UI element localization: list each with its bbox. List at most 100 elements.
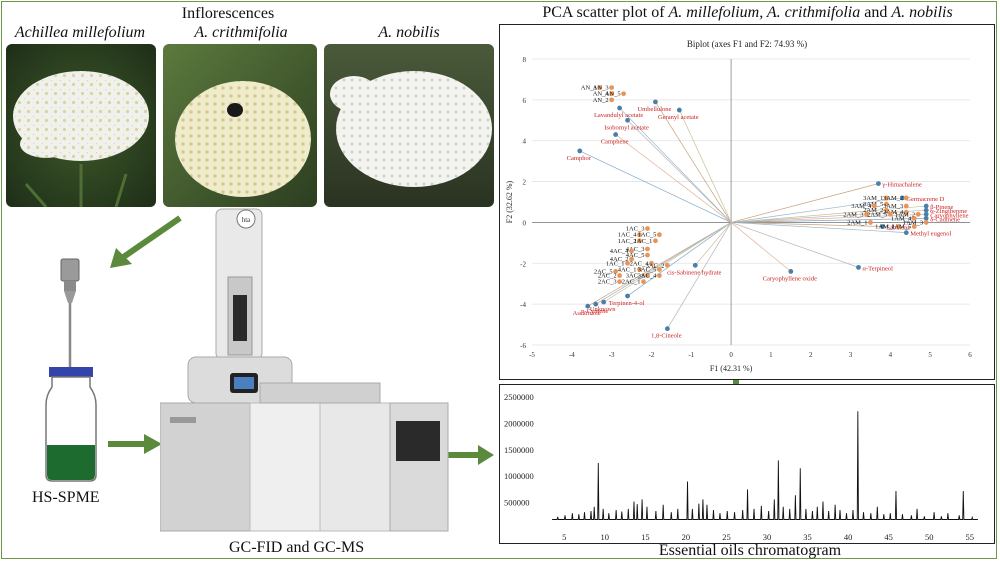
pca-ytick-label: -6 (520, 342, 526, 350)
instrument-badge: hta (242, 216, 251, 224)
pca-sample-label: 1AM_5 (891, 224, 911, 231)
pca-xtick-label: 2 (809, 351, 813, 359)
gc-instrument-illustration: hta (160, 208, 449, 532)
pca-sample-label: 4AC_3 (626, 246, 645, 253)
pca-loading-vector (615, 134, 732, 223)
pca-sample-label: 1AC_4 (618, 232, 638, 239)
chrom-xtick-label: 40 (844, 532, 853, 542)
pca-sample-label: 2AC_4 (630, 260, 650, 267)
photo-achillea-crithmifolia (163, 44, 317, 207)
pca-variable-point (856, 264, 861, 270)
pca-sample-label: 2AC_1 (622, 279, 641, 286)
pca-variable-label: γ-Himachalene (881, 182, 921, 189)
pca-chart-title: Biplot (axes F1 and F2: 74.93 %) (687, 39, 807, 49)
pca-xtick-label: -1 (688, 351, 694, 359)
pca-loading-vector (627, 120, 732, 223)
pca-variable-point (625, 293, 630, 299)
pca-loading-vector (730, 222, 792, 272)
chromatogram-title: Essential oils chromatogram (658, 542, 842, 559)
pca-variable-label: Camphene (601, 139, 629, 146)
pca-sample-label: 3AC_5 (638, 266, 657, 273)
pca-variable-label: Unknown (590, 306, 616, 313)
pca-sample-label: 3AC_4 (638, 273, 658, 280)
pca-sample-label: 1AC_1 (606, 260, 625, 267)
pca-sample-point (613, 269, 619, 274)
pca-loading-vector (694, 222, 732, 266)
pca-ytick-label: 4 (523, 138, 527, 146)
pca-sample-point (657, 267, 662, 272)
species-label-nobilis: A. nobilis (378, 24, 440, 41)
pca-sample-label: 2AC_3 (598, 279, 617, 286)
pca-variable-point (625, 117, 630, 123)
vial-cap (49, 367, 93, 377)
pca-loading-vector (731, 197, 903, 223)
pca-sample-label: 1AC_1 (634, 238, 653, 245)
pca-ytick-label: 6 (523, 97, 527, 105)
pca-sample-label: 1AM_1 (875, 224, 895, 231)
flower-image-2 (163, 44, 317, 207)
species-label-millefolium: Achillea millefolium (14, 24, 146, 41)
pca-loading-vector (731, 209, 927, 223)
chrom-xtick-label: 50 (925, 532, 934, 542)
pca-loading-vector (679, 109, 732, 223)
pca-variable-point (664, 326, 670, 332)
flower-image-1 (6, 44, 156, 207)
hsspme-label: HS-SPME (32, 489, 100, 506)
chrom-xtick-label: 5 (562, 532, 566, 542)
species-label-crithmifolia: A. crithmifolia (194, 24, 288, 41)
pca-variable-label: α-Terpineol (863, 265, 894, 272)
pca-loading-vector (731, 205, 927, 223)
pca-sample-point (645, 273, 650, 278)
pca-sample-label: 3AM_3 (883, 203, 903, 210)
pca-sample-point (895, 224, 901, 229)
pca-sample-point (617, 273, 622, 278)
pca-loading-vector (655, 101, 732, 223)
pca-sample-point (883, 207, 889, 213)
pca-sample-point (609, 97, 615, 103)
pca-loading-vector (731, 183, 879, 223)
pca-sample-point (903, 209, 909, 215)
pca-loading-vector (731, 222, 907, 233)
pca-sample-label: 2AM_4 (883, 209, 904, 216)
pca-sample-label: 3AM_4 (851, 203, 872, 210)
pca-sample-label: 1AM_3 (903, 219, 923, 226)
chrom-ytick-label: 2000000 (504, 418, 534, 428)
pca-sample-label: 4AC_1 (618, 266, 637, 273)
pca-sample-label: 4AC_4 (610, 248, 630, 255)
pca-title-last: A. nobilis (891, 4, 953, 21)
pca-sample-label: 1AC_3 (626, 226, 645, 233)
pca-sample-label: 1AM_4 (891, 215, 912, 222)
pca-sample-label: 3AM_2 (883, 195, 903, 202)
pca-variable-label: Methyl eugenol (910, 231, 951, 238)
pca-loading-vector (667, 222, 732, 329)
chrom-xtick-label: 30 (763, 532, 772, 542)
pca-xtick-label: -3 (609, 351, 615, 359)
pca-sample-label: AN_4 (593, 91, 610, 98)
chrom-xtick-label: 35 (803, 532, 812, 542)
pca-variable-label: δ-Cadinene (930, 216, 960, 223)
chrom-ytick-label: 2500000 (504, 392, 534, 402)
pca-variable-label: Germacrene D (906, 196, 944, 203)
chrom-xtick-label: 25 (722, 532, 731, 542)
pca-loading-vector (619, 107, 732, 223)
pca-sample-point (864, 211, 869, 217)
pca-xtick-label: 3 (849, 351, 853, 359)
pca-sample-point (637, 238, 642, 244)
pca-title-prefix: PCA scatter plot of (542, 4, 669, 21)
arrow-gc-to-chromatogram (448, 445, 494, 465)
pca-sample-label: 1AC_5 (638, 232, 657, 239)
pca-xtick-label: -4 (569, 351, 575, 359)
pca-variable-point (613, 132, 619, 137)
pca-sample-point (887, 211, 893, 217)
pca-ytick-label: 0 (523, 219, 527, 227)
pca-sample-label: 4AC_5 (626, 252, 645, 259)
pca-variable-point (923, 203, 929, 209)
pca-sample-point (903, 203, 909, 209)
pca-sample-label: AN_3 (593, 85, 609, 92)
pca-sample-label: 2AM_1 (847, 219, 867, 226)
chromatogram-chart: 500000 1000000 1500000 2000000 2500000 5 10 15 2… (504, 392, 978, 542)
pca-variable-point (585, 303, 591, 309)
pca-xlabel: F1 (42.31 %) (710, 364, 753, 373)
pca-sample-point (609, 85, 615, 90)
flower-image-3 (324, 44, 494, 207)
